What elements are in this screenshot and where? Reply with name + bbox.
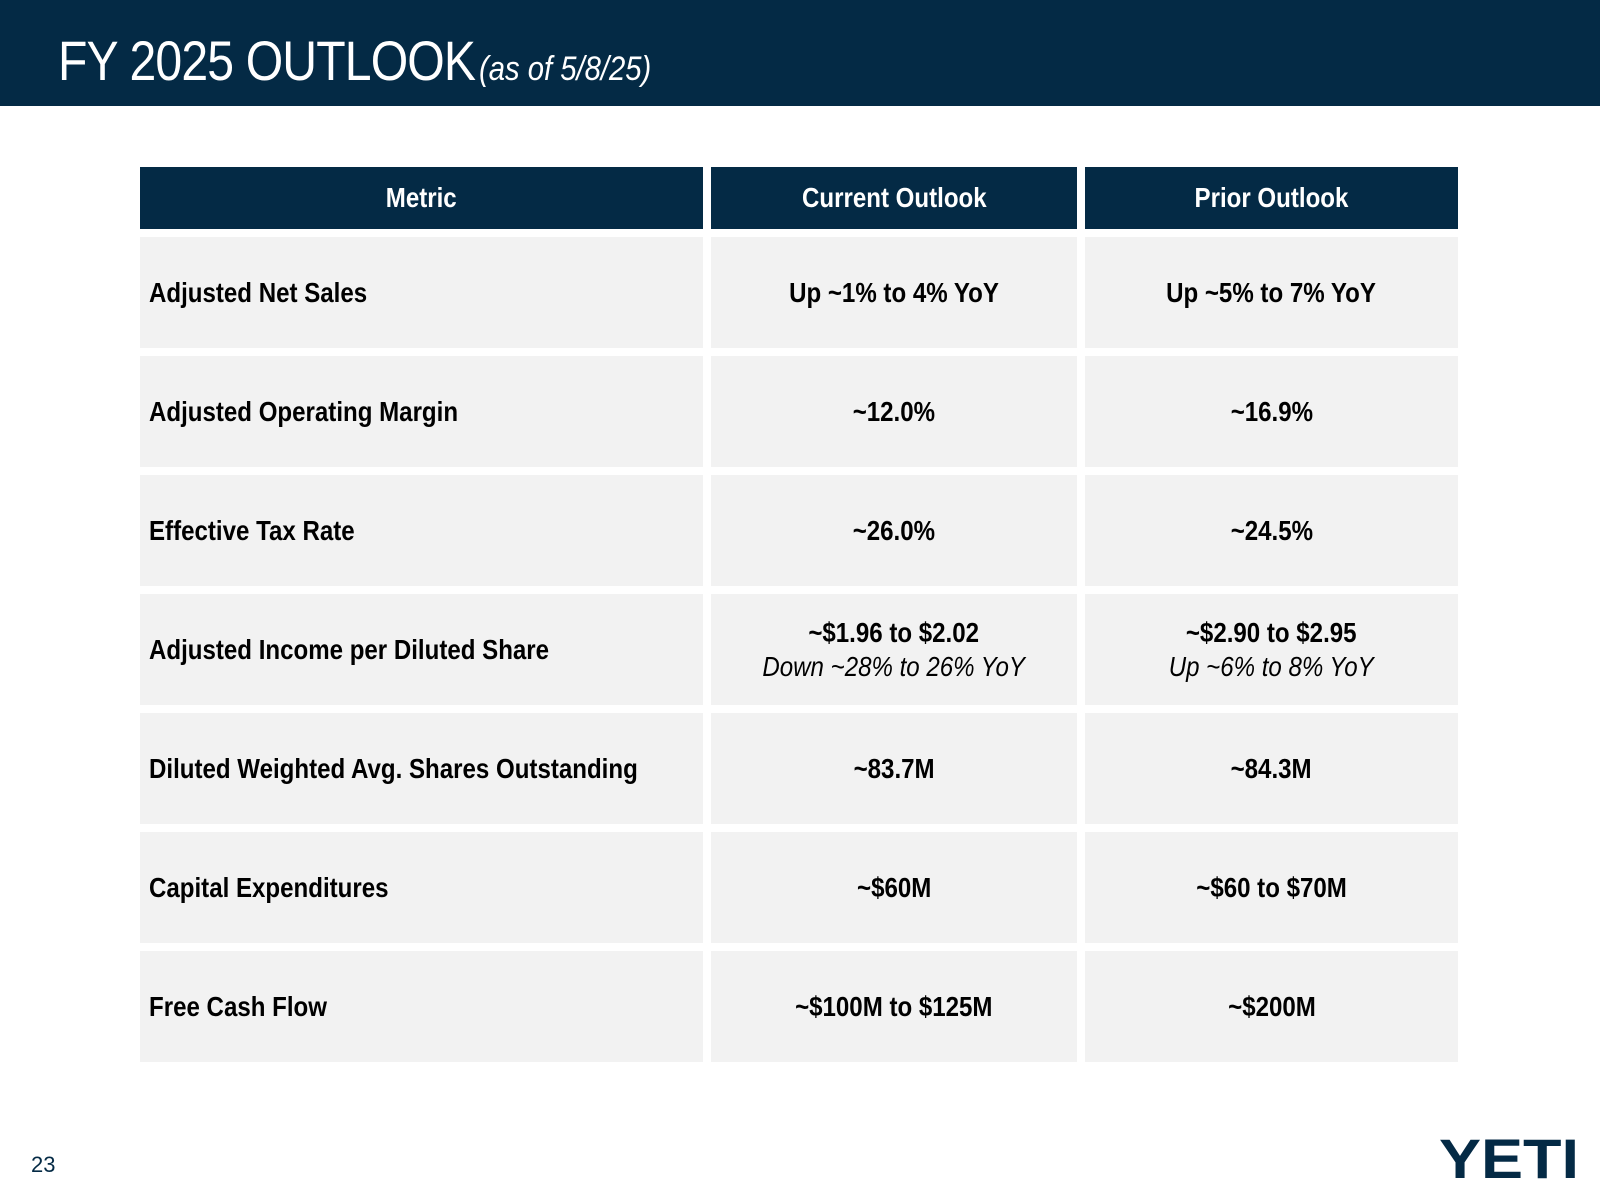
table-row: Adjusted Income per Diluted Share ~$1.96… xyxy=(140,594,1458,713)
table-header-row: Metric Current Outlook Prior Outlook xyxy=(140,167,1458,237)
prior-outlook-cell: Up ~5% to 7% YoY xyxy=(1085,237,1458,356)
current-outlook-cell: ~$100M to $125M xyxy=(711,951,1085,1062)
prior-outlook-cell: ~$60 to $70M xyxy=(1085,832,1458,951)
logo-wordmark: YETI xyxy=(1439,1128,1579,1184)
page-number: 23 xyxy=(31,1152,56,1177)
current-outlook-cell: ~12.0% xyxy=(711,356,1085,475)
column-header-current-outlook: Current Outlook xyxy=(711,167,1085,237)
column-header-metric: Metric xyxy=(140,167,711,237)
current-outlook-cell: ~$60M xyxy=(711,832,1085,951)
prior-outlook-yoy-note: Up ~6% to 8% YoY xyxy=(1168,650,1375,682)
table-row: Adjusted Operating Margin ~12.0% ~16.9% xyxy=(140,356,1458,475)
current-outlook-cell: ~26.0% xyxy=(711,475,1085,594)
table-row: Capital Expenditures ~$60M ~$60 to $70M xyxy=(140,832,1458,951)
metric-cell: Free Cash Flow xyxy=(140,951,711,1062)
metric-cell: Adjusted Income per Diluted Share xyxy=(140,594,711,713)
table-row: Adjusted Net Sales Up ~1% to 4% YoY Up ~… xyxy=(140,237,1458,356)
prior-outlook-cell: ~24.5% xyxy=(1085,475,1458,594)
title-note: (as of 5/8/25) xyxy=(478,50,652,88)
metric-cell: Adjusted Operating Margin xyxy=(140,356,711,475)
current-outlook-yoy-note: Down ~28% to 26% YoY xyxy=(762,650,1026,682)
table-row: Diluted Weighted Avg. Shares Outstanding… xyxy=(140,713,1458,832)
current-outlook-cell: Up ~1% to 4% YoY xyxy=(711,237,1085,356)
metric-cell: Diluted Weighted Avg. Shares Outstanding xyxy=(140,713,711,832)
metric-cell: Capital Expenditures xyxy=(140,832,711,951)
table-row: Effective Tax Rate ~26.0% ~24.5% xyxy=(140,475,1458,594)
prior-outlook-cell: ~$2.90 to $2.95 Up ~6% to 8% YoY xyxy=(1085,594,1458,713)
header-band xyxy=(0,0,1600,106)
yeti-logo: YETI xyxy=(1439,1128,1579,1184)
metric-cell: Adjusted Net Sales xyxy=(140,237,711,356)
table-row: Free Cash Flow ~$100M to $125M ~$200M xyxy=(140,951,1458,1062)
metric-cell: Effective Tax Rate xyxy=(140,475,711,594)
column-header-prior-outlook: Prior Outlook xyxy=(1085,167,1458,237)
prior-outlook-cell: ~$200M xyxy=(1085,951,1458,1062)
current-outlook-cell: ~83.7M xyxy=(711,713,1085,832)
prior-outlook-value: ~$2.90 to $2.95 xyxy=(1186,616,1357,648)
slide-title: FY 2025 OUTLOOK (as of 5/8/25) xyxy=(58,28,651,93)
current-outlook-value: ~$1.96 to $2.02 xyxy=(808,616,980,648)
prior-outlook-cell: ~84.3M xyxy=(1085,713,1458,832)
current-outlook-cell: ~$1.96 to $2.02 Down ~28% to 26% YoY xyxy=(711,594,1085,713)
prior-outlook-cell: ~16.9% xyxy=(1085,356,1458,475)
outlook-table: Metric Current Outlook Prior Outlook Adj… xyxy=(140,167,1458,1062)
title-main: FY 2025 OUTLOOK xyxy=(58,29,476,92)
